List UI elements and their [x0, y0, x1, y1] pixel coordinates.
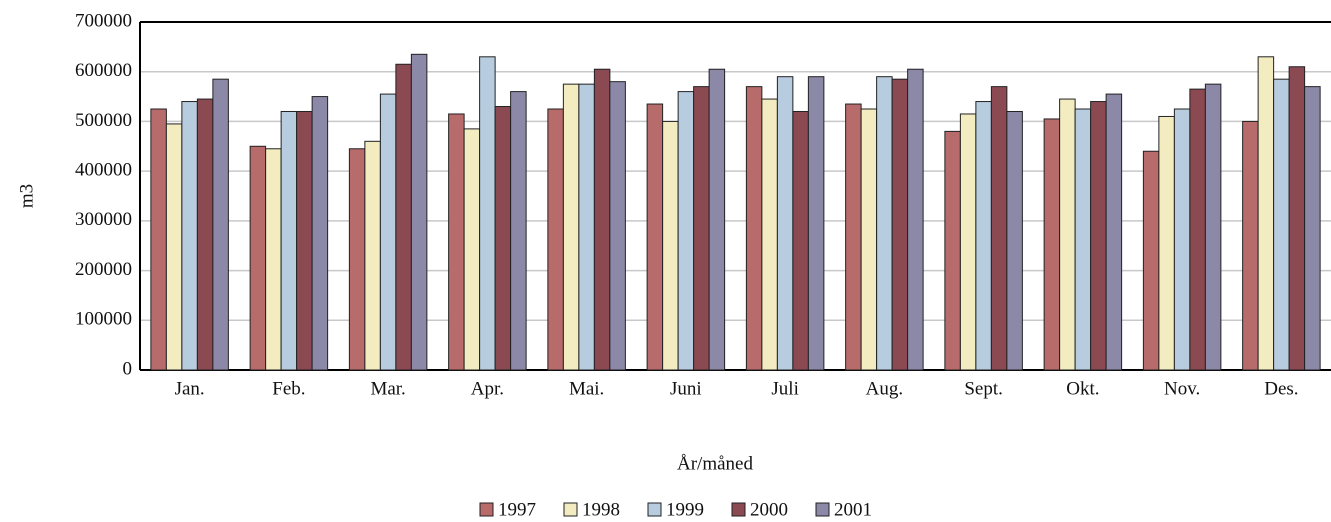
bar	[510, 91, 527, 371]
bar	[1204, 83, 1222, 371]
legend-swatch	[815, 502, 830, 517]
bar	[845, 103, 862, 371]
bar	[1288, 66, 1306, 371]
bar	[975, 101, 992, 371]
bar	[311, 96, 329, 371]
bar	[547, 108, 564, 371]
legend-label: 2000	[750, 499, 788, 520]
bar	[876, 76, 893, 371]
x-tick-label: Sept.	[964, 378, 1003, 399]
bar	[693, 86, 710, 371]
x-tick-label: Mar.	[370, 378, 405, 399]
bar	[1142, 150, 1160, 371]
bar	[150, 108, 167, 371]
y-tick-label: 400000	[75, 160, 132, 181]
bar	[1158, 115, 1175, 371]
bar	[1242, 120, 1259, 371]
bar	[562, 83, 580, 371]
bar	[1304, 86, 1321, 371]
x-tick-label: Des.	[1264, 378, 1298, 399]
y-tick-label: 300000	[75, 209, 132, 230]
y-axis-label: m3	[16, 184, 37, 208]
y-tick-label: 200000	[75, 259, 132, 280]
bar	[593, 68, 611, 371]
bar	[708, 68, 726, 371]
bar	[907, 68, 924, 371]
bar	[646, 103, 664, 371]
bar	[609, 81, 626, 371]
bar	[1105, 93, 1123, 371]
x-tick-label: Aug.	[866, 378, 903, 399]
bar	[463, 128, 481, 371]
bar	[364, 140, 381, 371]
bar	[761, 98, 778, 371]
x-tick-label: Feb.	[272, 378, 305, 399]
bar	[578, 83, 595, 371]
bar	[395, 63, 412, 371]
bar	[410, 53, 428, 371]
x-tick-label: Nov.	[1164, 378, 1200, 399]
bar	[959, 113, 977, 371]
x-tick-label: Mai.	[569, 378, 604, 399]
bar	[1257, 56, 1275, 371]
bar	[448, 113, 465, 371]
legend-swatch	[563, 502, 578, 517]
y-tick-label: 500000	[75, 110, 132, 131]
bar	[891, 78, 909, 371]
bar	[181, 101, 198, 371]
x-tick-label: Juni	[670, 378, 702, 399]
bar	[265, 148, 282, 371]
bar	[1173, 108, 1191, 371]
bar	[1074, 108, 1092, 371]
bar	[1059, 98, 1076, 371]
bar	[944, 130, 961, 371]
legend-swatch	[731, 502, 746, 517]
legend-swatch	[479, 502, 494, 517]
x-tick-label: Okt.	[1066, 378, 1099, 399]
bar	[990, 86, 1008, 371]
x-tick-label: Apr.	[471, 378, 504, 399]
bar	[860, 108, 878, 371]
bar	[1189, 88, 1206, 371]
y-tick-label: 600000	[75, 60, 132, 81]
bar	[776, 76, 794, 371]
legend-label: 1999	[666, 499, 704, 520]
bar	[280, 110, 298, 371]
y-tick-label: 700000	[75, 10, 132, 31]
bar	[807, 76, 825, 371]
legend-label: 1997	[498, 499, 536, 520]
bar	[212, 78, 229, 371]
y-tick-label: 100000	[75, 309, 132, 330]
bar	[1006, 110, 1023, 371]
bar	[494, 106, 512, 371]
bar	[196, 98, 214, 371]
bar	[379, 93, 397, 371]
bar	[296, 110, 313, 371]
bar	[1273, 78, 1290, 371]
bar	[677, 91, 695, 371]
bar	[479, 56, 496, 371]
bar	[662, 120, 679, 371]
bar	[348, 148, 366, 371]
bar	[1090, 101, 1107, 371]
legend-label: 1998	[582, 499, 620, 520]
bar	[792, 110, 809, 371]
x-axis-label: År/måned	[677, 453, 753, 474]
bar	[1043, 118, 1061, 371]
y-tick-label: 0	[123, 358, 133, 379]
bar	[165, 123, 183, 371]
legend-swatch	[647, 502, 662, 517]
bar	[249, 145, 267, 371]
x-tick-label: Jan.	[175, 378, 205, 399]
x-tick-label: Juli	[771, 378, 798, 399]
legend-label: 2001	[834, 499, 872, 520]
bar	[745, 86, 763, 371]
